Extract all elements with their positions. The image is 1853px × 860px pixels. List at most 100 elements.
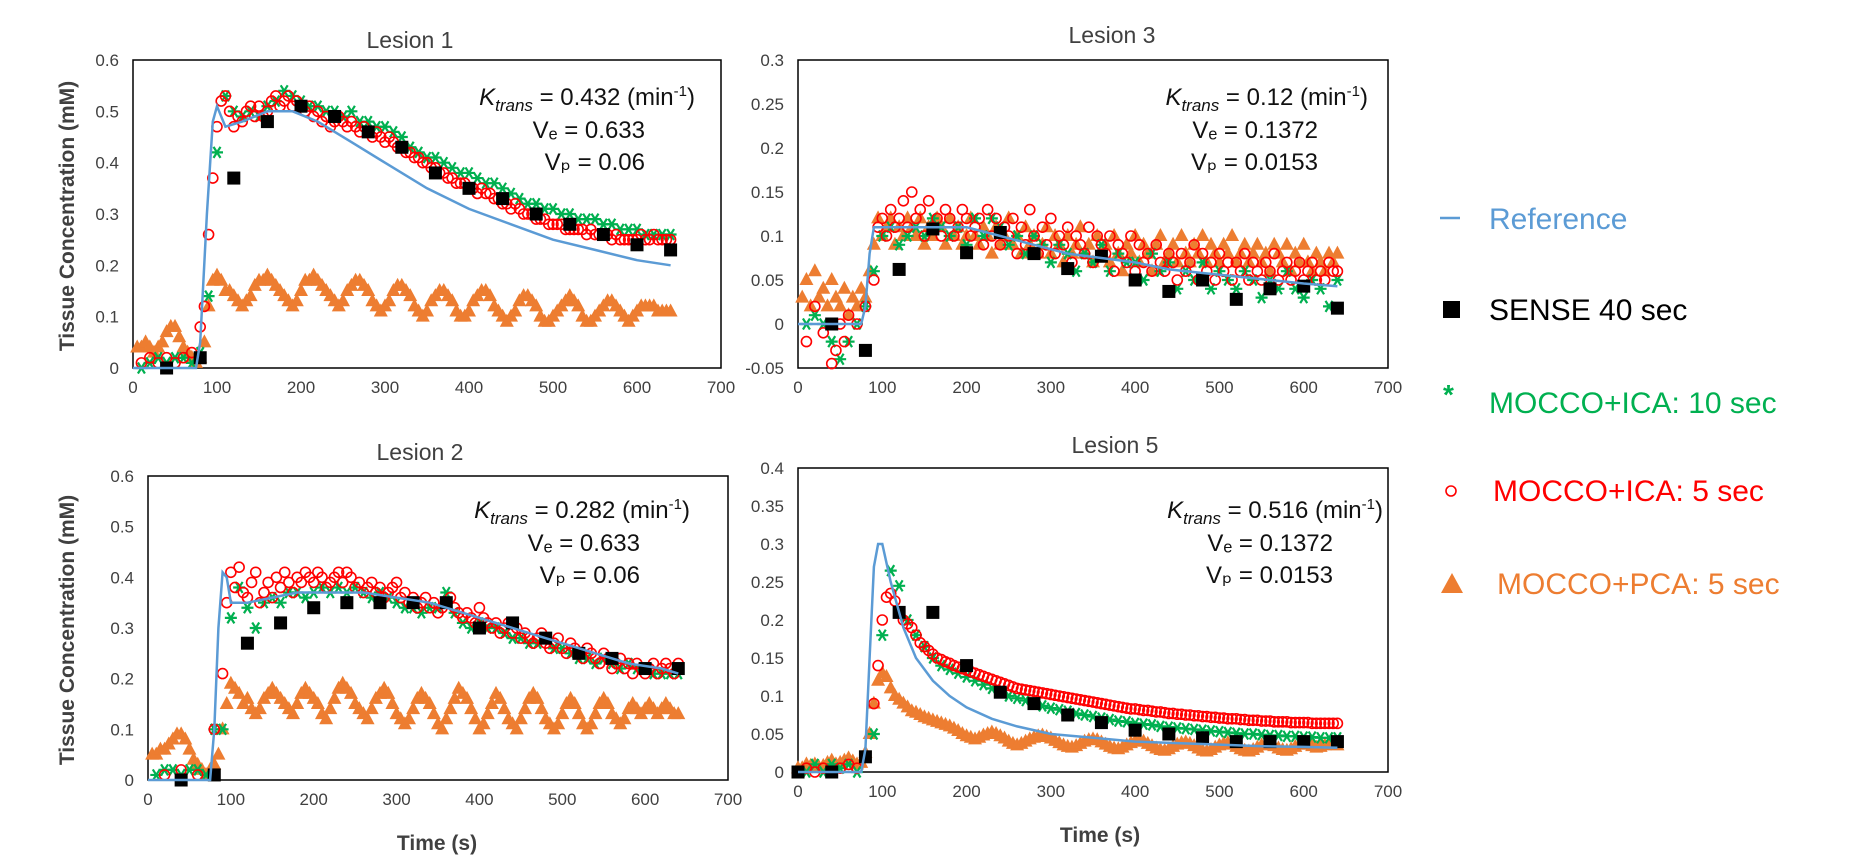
data-point xyxy=(319,711,334,725)
data-point xyxy=(168,318,182,332)
series-ica5 xyxy=(800,186,1344,370)
legend-item-sense: SENSE 40 sec xyxy=(1443,294,1687,327)
x-tick-label: 400 xyxy=(455,378,483,397)
data-point xyxy=(490,617,502,629)
data-point xyxy=(1237,236,1252,250)
y-tick-label: 0.1 xyxy=(110,720,134,739)
data-point xyxy=(926,605,940,619)
data-point xyxy=(530,197,543,210)
data-point xyxy=(198,300,211,313)
data-point xyxy=(1310,717,1323,730)
data-point xyxy=(497,701,512,715)
data-point xyxy=(795,289,810,303)
data-point xyxy=(926,222,940,236)
data-point xyxy=(496,192,510,206)
ve-text: Vₑ = 0.1372 xyxy=(1192,117,1318,144)
x-tick-label: 600 xyxy=(1290,782,1318,801)
data-point xyxy=(918,230,931,242)
data-point xyxy=(973,212,986,225)
ve-text: Vₑ = 0.633 xyxy=(533,117,645,144)
data-point xyxy=(1229,292,1243,306)
data-point xyxy=(984,245,999,259)
data-point xyxy=(1150,706,1163,718)
data-point xyxy=(1028,685,1040,698)
legend-item-ica10: * MOCCO+ICA: 10 sec xyxy=(1443,379,1777,420)
data-point xyxy=(1276,716,1289,728)
y-tick-label: 0.1 xyxy=(95,308,119,327)
data-point xyxy=(1153,228,1168,241)
x-tick-label: 700 xyxy=(1374,378,1402,397)
data-point xyxy=(1120,702,1133,714)
data-point xyxy=(571,298,586,312)
data-point xyxy=(1045,688,1057,701)
data-point xyxy=(473,601,486,614)
vp-text: Vₚ = 0.06 xyxy=(545,149,645,176)
x-tick-label: 200 xyxy=(952,782,980,801)
data-point xyxy=(402,711,416,725)
data-point xyxy=(872,659,884,672)
data-point xyxy=(513,711,528,725)
data-point xyxy=(1161,245,1176,259)
y-tick-label: 0.25 xyxy=(751,573,784,592)
data-point xyxy=(385,696,400,709)
y-tick-label: 0.6 xyxy=(110,467,134,486)
data-point xyxy=(1027,247,1041,261)
data-point xyxy=(876,212,889,225)
data-point xyxy=(216,667,229,680)
data-point xyxy=(232,685,247,699)
plot-frame xyxy=(797,467,1389,773)
data-point xyxy=(652,233,664,246)
legend-item-ica5: MOCCO+ICA: 5 sec xyxy=(1445,475,1764,508)
data-point xyxy=(671,706,686,720)
plot-frame xyxy=(797,59,1389,369)
data-point xyxy=(879,669,894,682)
legend-label-reference: Reference xyxy=(1489,203,1627,236)
data-point xyxy=(1217,712,1230,724)
data-point xyxy=(1318,717,1331,730)
data-point xyxy=(1306,256,1318,269)
data-point xyxy=(1167,256,1179,269)
data-point xyxy=(294,99,308,113)
data-point xyxy=(588,706,603,720)
series-sense xyxy=(160,99,678,375)
reference-line xyxy=(133,102,671,370)
data-point xyxy=(555,706,570,720)
data-point xyxy=(1225,228,1240,241)
data-point xyxy=(294,283,308,296)
data-point xyxy=(1184,709,1196,721)
reference-line xyxy=(148,569,679,782)
data-point xyxy=(483,288,497,302)
data-point xyxy=(1314,717,1327,730)
data-point xyxy=(464,701,479,715)
data-point xyxy=(663,303,678,317)
data-point xyxy=(390,576,403,589)
data-point xyxy=(1007,212,1019,225)
data-point xyxy=(893,212,905,225)
data-point xyxy=(274,616,288,630)
data-point xyxy=(547,202,559,215)
x-tick-label: 400 xyxy=(1121,378,1149,397)
y-tick-label: 0 xyxy=(110,359,119,378)
series-ica5 xyxy=(158,561,685,781)
data-point xyxy=(307,576,320,589)
data-point xyxy=(893,579,906,592)
data-point xyxy=(534,701,549,715)
x-axis-label-left: Time (s) xyxy=(397,832,477,855)
legend-label-sense: SENSE 40 sec xyxy=(1489,294,1687,327)
data-point xyxy=(1061,708,1075,722)
data-point xyxy=(1196,273,1210,287)
data-point xyxy=(876,629,889,642)
data-point xyxy=(316,581,328,594)
data-point xyxy=(905,186,918,198)
data-point xyxy=(177,351,190,364)
data-point xyxy=(1146,705,1158,718)
x-tick-label: 600 xyxy=(631,790,659,809)
data-point xyxy=(442,172,454,184)
series-sense xyxy=(174,596,685,787)
y-axis: 0 0.1 0.2 0.3 0.4 0.5 0.6 xyxy=(95,51,119,378)
data-point xyxy=(560,647,573,660)
data-point xyxy=(584,716,599,730)
data-point xyxy=(274,596,287,609)
data-point xyxy=(211,146,223,159)
x-tick-label: 700 xyxy=(714,790,742,809)
